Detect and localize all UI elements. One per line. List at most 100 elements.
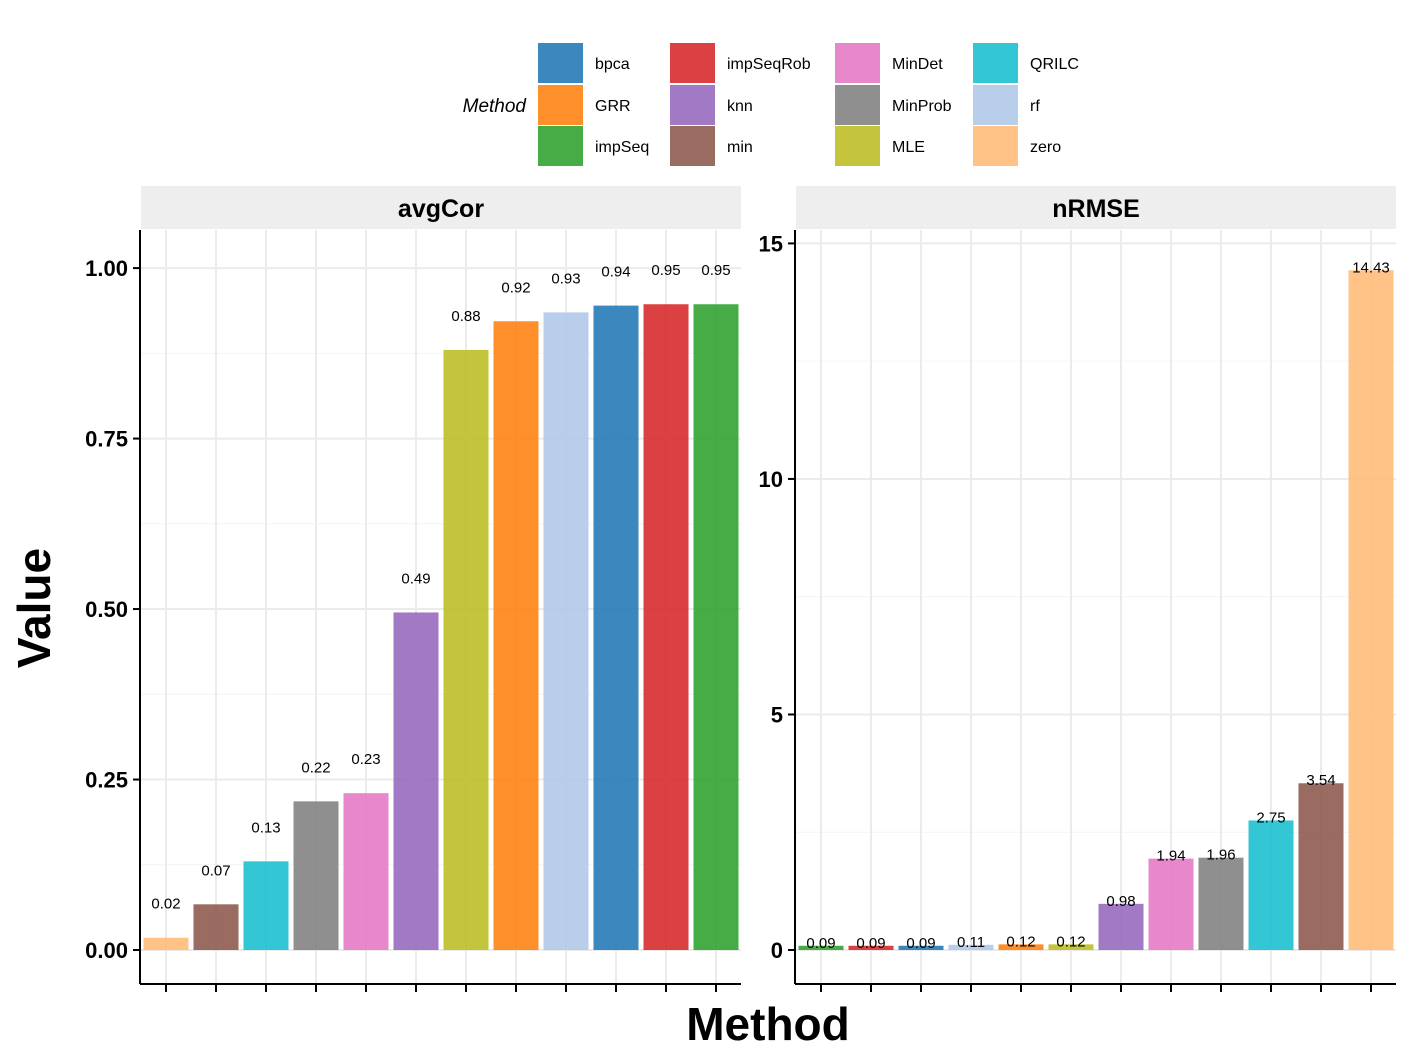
- y-tick-label: 0.25: [85, 768, 128, 793]
- legend-item-mle: MLE: [835, 126, 925, 166]
- bar-mle: [1048, 944, 1094, 950]
- legend-swatch: [835, 43, 880, 83]
- y-axis-title: Value: [8, 548, 60, 668]
- legend-item-rf: rf: [973, 85, 1040, 125]
- legend-swatch: [538, 126, 583, 166]
- bar-value-label: 0.09: [906, 935, 935, 952]
- bar-knn: [1098, 903, 1144, 950]
- bar-minprob: [293, 801, 339, 950]
- bar-zero: [1348, 270, 1394, 950]
- bar-value-label: 0.09: [856, 935, 885, 952]
- bar-value-label: 0.23: [351, 751, 380, 768]
- legend-item-qrilc: QRILC: [973, 43, 1079, 83]
- bar-value-label: 0.49: [401, 570, 430, 587]
- bar-value-label: 0.93: [551, 270, 580, 287]
- legend-label: GRR: [595, 98, 631, 115]
- legend: Method bpca GRR impSeq impSeqRob knn min MinDe…: [463, 43, 1079, 166]
- bar-value-label: 0.95: [651, 262, 680, 279]
- facet-strip: [141, 186, 741, 229]
- bar-mle: [443, 349, 489, 950]
- bar-value-label: 0.98: [1106, 893, 1135, 910]
- legend-item-min: min: [670, 126, 753, 166]
- legend-item-zero: zero: [973, 126, 1061, 166]
- legend-item-bpca: bpca: [538, 43, 630, 83]
- legend-swatch: [973, 126, 1018, 166]
- bar-value-label: 0.09: [806, 935, 835, 952]
- bar-value-label: 0.12: [1056, 933, 1085, 950]
- bar-value-label: 2.75: [1256, 809, 1285, 826]
- facet-title: avgCor: [398, 195, 484, 223]
- legend-label: min: [727, 139, 753, 156]
- bar-rf: [948, 944, 994, 950]
- bar-value-label: 0.12: [1006, 933, 1035, 950]
- bar-rf: [543, 312, 589, 950]
- legend-swatch: [538, 85, 583, 125]
- facet-title: nRMSE: [1052, 195, 1140, 223]
- bar-value-label: 0.94: [601, 264, 630, 281]
- bar-value-label: 0.92: [501, 279, 530, 296]
- y-tick-label: 5: [771, 702, 783, 727]
- y-tick-label: 0.50: [85, 597, 128, 622]
- legend-swatch: [538, 43, 583, 83]
- bar-impseqrob: [643, 304, 689, 950]
- bar-impseqrob: [848, 945, 894, 950]
- legend-label: rf: [1030, 98, 1040, 115]
- legend-label: knn: [727, 98, 753, 115]
- legend-swatch: [973, 85, 1018, 125]
- legend-swatch: [670, 43, 715, 83]
- legend-item-impseqrob: impSeqRob: [670, 43, 811, 83]
- bar-min: [1298, 783, 1344, 950]
- legend-swatch: [670, 85, 715, 125]
- legend-item-grr: GRR: [538, 85, 631, 125]
- legend-item-knn: knn: [670, 85, 753, 125]
- y-tick-label: 0.75: [85, 427, 128, 452]
- panel-avgcor: avgCor 0.02 0.07 0.13 0.22 0.23 0.49 0.88 0.92 0.…: [85, 186, 741, 992]
- bar-knn: [393, 612, 439, 950]
- bar-min: [193, 904, 239, 950]
- y-tick-label: 10: [759, 467, 783, 492]
- legend-label: zero: [1030, 139, 1061, 156]
- bar-value-label: 14.43: [1352, 259, 1390, 276]
- bar-mindet: [343, 793, 389, 950]
- facet-strip: [796, 186, 1396, 229]
- bar-value-label: 3.54: [1306, 772, 1335, 789]
- legend-label: QRILC: [1030, 56, 1079, 73]
- legend-label: MinDet: [892, 56, 943, 73]
- bar-value-label: 0.22: [301, 759, 330, 776]
- y-tick-label: 0.00: [85, 938, 128, 963]
- bar-mindet: [1148, 858, 1194, 950]
- bar-impseq: [693, 304, 739, 950]
- legend-swatch: [835, 85, 880, 125]
- bar-value-label: 1.94: [1156, 848, 1185, 865]
- legend-title: Method: [463, 96, 528, 117]
- legend-swatch: [973, 43, 1018, 83]
- bar-value-label: 0.02: [151, 896, 180, 913]
- y-tick-label: 1.00: [85, 256, 128, 281]
- bar-value-label: 0.13: [251, 819, 280, 836]
- bar-zero: [143, 937, 189, 950]
- legend-item-impseq: impSeq: [538, 126, 649, 166]
- panel-nrmse: nRMSE 0.09 0.09 0.09 0.11 0.12 0.12 0.98 1.94 1.9…: [759, 186, 1396, 992]
- bar-bpca: [898, 945, 944, 950]
- legend-item-mindet: MinDet: [835, 43, 943, 83]
- legend-label: bpca: [595, 56, 630, 73]
- legend-label: MinProb: [892, 98, 952, 115]
- bar-bpca: [593, 305, 639, 951]
- bar-value-label: 0.11: [957, 934, 985, 951]
- legend-label: MLE: [892, 139, 925, 156]
- y-tick-label: 15: [759, 231, 783, 256]
- x-axis-title: Method: [686, 998, 850, 1050]
- bar-value-label: 0.88: [451, 308, 480, 325]
- bar-value-label: 0.07: [201, 862, 230, 879]
- bar-grr: [998, 944, 1044, 950]
- legend-swatch: [670, 126, 715, 166]
- legend-item-minprob: MinProb: [835, 85, 952, 125]
- bar-value-label: 0.95: [701, 262, 730, 279]
- legend-label: impSeq: [595, 139, 649, 156]
- legend-swatch: [835, 126, 880, 166]
- bar-qrilc: [243, 861, 289, 950]
- bar-impseq: [798, 945, 844, 950]
- y-tick-label: 0: [771, 938, 783, 963]
- bar-minprob: [1198, 857, 1244, 950]
